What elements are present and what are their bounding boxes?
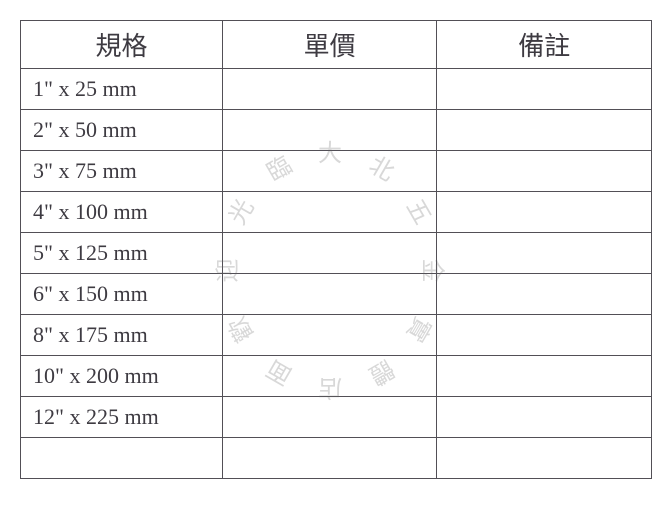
table-row: 3" x 75 mm: [21, 151, 652, 192]
table-row: 8" x 175 mm: [21, 315, 652, 356]
cell-price: [222, 151, 437, 192]
spec-table: 規格 單價 備註 1" x 25 mm2" x 50 mm3" x 75 mm4…: [20, 20, 652, 479]
cell-note: [437, 110, 652, 151]
cell-price: [222, 233, 437, 274]
cell-note: [437, 315, 652, 356]
cell-spec: 1" x 25 mm: [21, 69, 223, 110]
cell-spec: 12" x 225 mm: [21, 397, 223, 438]
header-row: 規格 單價 備註: [21, 21, 652, 69]
cell-note: [437, 69, 652, 110]
cell-price: [222, 110, 437, 151]
cell-note: [437, 356, 652, 397]
cell-price: [222, 315, 437, 356]
cell-spec: 8" x 175 mm: [21, 315, 223, 356]
table-row: 6" x 150 mm: [21, 274, 652, 315]
table-row: 10" x 200 mm: [21, 356, 652, 397]
header-note: 備註: [437, 21, 652, 69]
table-row: 1" x 25 mm: [21, 69, 652, 110]
cell-note: [437, 192, 652, 233]
cell-spec: 3" x 75 mm: [21, 151, 223, 192]
spec-table-container: 規格 單價 備註 1" x 25 mm2" x 50 mm3" x 75 mm4…: [20, 20, 652, 479]
cell-note: [437, 438, 652, 479]
table-row: 5" x 125 mm: [21, 233, 652, 274]
table-row: 12" x 225 mm: [21, 397, 652, 438]
cell-note: [437, 151, 652, 192]
cell-spec: 10" x 200 mm: [21, 356, 223, 397]
cell-price: [222, 69, 437, 110]
cell-spec: 6" x 150 mm: [21, 274, 223, 315]
table-row: 4" x 100 mm: [21, 192, 652, 233]
cell-price: [222, 356, 437, 397]
cell-price: [222, 397, 437, 438]
header-price: 單價: [222, 21, 437, 69]
cell-spec: [21, 438, 223, 479]
table-row: [21, 438, 652, 479]
table-body: 1" x 25 mm2" x 50 mm3" x 75 mm4" x 100 m…: [21, 69, 652, 479]
cell-price: [222, 438, 437, 479]
cell-spec: 4" x 100 mm: [21, 192, 223, 233]
table-row: 2" x 50 mm: [21, 110, 652, 151]
cell-note: [437, 274, 652, 315]
cell-price: [222, 192, 437, 233]
cell-note: [437, 233, 652, 274]
header-spec: 規格: [21, 21, 223, 69]
cell-spec: 2" x 50 mm: [21, 110, 223, 151]
cell-spec: 5" x 125 mm: [21, 233, 223, 274]
cell-note: [437, 397, 652, 438]
cell-price: [222, 274, 437, 315]
